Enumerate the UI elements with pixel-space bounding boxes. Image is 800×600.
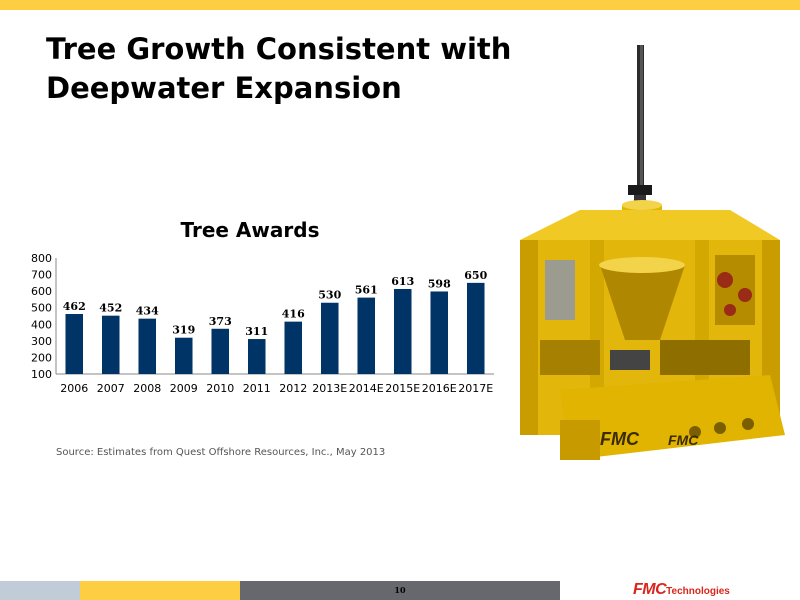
y-tick-label: 100 xyxy=(31,368,52,381)
data-label-2014E: 561 xyxy=(355,284,378,297)
funnel xyxy=(600,265,685,340)
bar-2008 xyxy=(138,318,157,374)
x-tick-label-2011: 2011 xyxy=(243,382,271,395)
x-tick-label-2006: 2006 xyxy=(60,382,88,395)
bar-2014E xyxy=(357,297,376,374)
equipment-brand-side: FMC xyxy=(668,432,699,448)
source-note: Source: Estimates from Quest Offshore Re… xyxy=(56,447,386,458)
bar-2010 xyxy=(211,328,230,374)
bar-2015E xyxy=(393,288,412,374)
tree-awards-chart: 100 200 300 400 500 600 700 800 462 2006 452 2007 43… xyxy=(31,252,494,395)
data-label-2015E: 613 xyxy=(391,275,414,288)
data-label-2009: 319 xyxy=(172,324,195,337)
x-tick-label-2016E: 2016E xyxy=(422,382,457,395)
x-tick-label-2009: 2009 xyxy=(170,382,198,395)
data-label-2013E: 530 xyxy=(318,289,341,302)
bar-2016E xyxy=(430,291,449,374)
data-label-2007: 452 xyxy=(99,302,122,315)
x-tick-label-2012: 2012 xyxy=(279,382,307,395)
footer-band-gray xyxy=(240,581,560,600)
slide-title-line-1: Tree Growth Consistent with xyxy=(46,32,512,66)
logo-tech-text: Technologies xyxy=(666,586,730,597)
page-number: 10 xyxy=(394,585,406,595)
x-tick-label-2008: 2008 xyxy=(133,382,161,395)
company-logo: FMCTechnologies xyxy=(633,581,730,599)
y-tick-label: 400 xyxy=(31,318,52,331)
data-label-2011: 311 xyxy=(245,325,268,338)
y-tick-label: 700 xyxy=(31,269,52,282)
x-tick-label-2010: 2010 xyxy=(206,382,234,395)
top-accent-bar xyxy=(0,0,800,10)
y-tick-label: 200 xyxy=(31,351,52,364)
data-label-2012: 416 xyxy=(282,308,305,321)
bar-2009 xyxy=(174,337,193,374)
x-tick-label-2017E: 2017E xyxy=(458,382,493,395)
chart-title: Tree Awards xyxy=(180,218,320,242)
base-skid xyxy=(560,375,785,460)
equipment-brand-front: FMC xyxy=(600,429,640,449)
footer-band-light xyxy=(0,581,80,600)
x-tick-label-2007: 2007 xyxy=(97,382,125,395)
slide-title-line-2: Deepwater Expansion xyxy=(46,71,402,105)
bar-2006 xyxy=(65,314,84,374)
data-label-2017E: 650 xyxy=(464,269,487,282)
data-label-2006: 462 xyxy=(63,300,86,313)
x-tick-label-2013E: 2013E xyxy=(312,382,347,395)
y-tick-label: 300 xyxy=(31,335,52,348)
bar-2013E xyxy=(320,302,339,374)
bar-2007 xyxy=(101,315,120,374)
y-tick-label: 800 xyxy=(31,252,52,265)
subsea-tree-image: FMC FMC xyxy=(520,45,785,460)
footer-band-yellow xyxy=(80,581,240,600)
data-label-2010: 373 xyxy=(209,315,232,328)
slide-title: Tree Growth Consistent with Deepwater Ex… xyxy=(46,30,566,108)
bar-2012 xyxy=(284,321,303,374)
y-tick-label: 600 xyxy=(31,285,52,298)
y-tick-label: 500 xyxy=(31,302,52,315)
x-tick-label-2014E: 2014E xyxy=(349,382,384,395)
bar-2017E xyxy=(466,282,485,374)
x-tick-label-2015E: 2015E xyxy=(385,382,420,395)
data-label-2008: 434 xyxy=(136,305,159,318)
data-label-2016E: 598 xyxy=(428,277,451,290)
logo-fmc-text: FMC xyxy=(633,581,667,598)
bar-2011 xyxy=(247,339,266,374)
